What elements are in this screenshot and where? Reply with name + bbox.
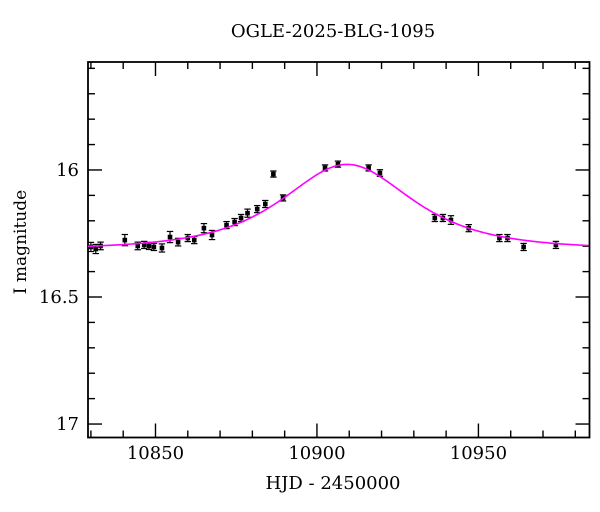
data-point [200,222,208,234]
data-point-marker [432,215,438,221]
data-point-marker [201,225,207,231]
data-point-marker [135,243,141,249]
data-point-marker [448,217,454,223]
data-point [520,242,527,252]
data-point-marker [209,232,215,238]
data-point-marker [238,215,244,221]
x-tick-label: 10950 [450,443,507,464]
data-point-marker [146,243,152,249]
data-point-marker [93,246,99,252]
data-point-marker [232,219,237,225]
data-point [376,169,384,177]
y-tick-label: 17 [56,414,79,435]
plot-frame [87,61,591,439]
data-point-marker [151,244,157,250]
data-point-marker [366,165,371,171]
data-point-marker [167,234,173,240]
data-point [254,204,261,214]
y-tick-label: 16.5 [39,287,79,308]
data-point [552,240,560,250]
data-point-marker [335,161,341,167]
data-point-marker [224,222,229,228]
data-point [262,199,269,209]
data-point-marker [122,237,128,243]
data-point-marker [271,171,276,177]
data-point [158,243,166,253]
x-tick-label: 10900 [288,443,345,464]
data-point-marker [377,170,383,176]
data-point [191,235,198,245]
data-point-marker [322,165,328,171]
data-point [244,208,251,218]
data-point-marker [245,210,250,216]
data-point [270,170,277,178]
x-tick-label: 10850 [127,443,184,464]
data-point-marker [191,237,197,243]
model-curve [87,163,589,248]
data-point-marker [521,244,526,250]
x-axis-label: HJD - 2450000 [265,473,401,494]
data-point [496,233,503,243]
data-point-marker [497,235,502,241]
data-point [447,215,455,225]
data-point-marker [262,201,268,207]
data-point-marker [254,206,260,212]
data-point [87,241,95,253]
chart-title: OGLE-2025-BLG-1095 [230,21,436,42]
data-point-marker [175,239,181,245]
data-point [150,242,158,252]
data-point-marker [159,245,165,251]
data-point-marker [88,244,94,250]
data-point-marker [141,242,147,248]
y-tick-label: 16 [56,160,79,181]
data-point-marker [553,242,559,248]
